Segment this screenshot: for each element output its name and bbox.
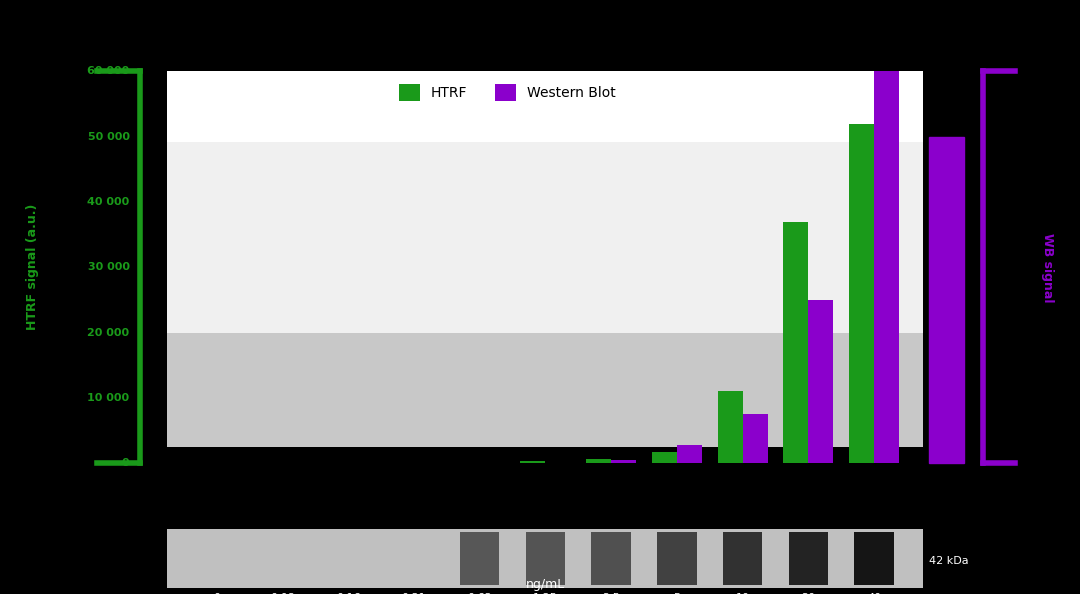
Bar [526,532,565,585]
Bar [783,222,808,463]
Text: 50 000: 50 000 [87,132,130,141]
Bar [723,532,762,585]
Bar [788,532,828,585]
Text: 42 kDa: 42 kDa [929,557,969,566]
Text: 30 000: 30 000 [87,263,130,272]
Bar [167,71,923,142]
Text: 0: 0 [122,459,130,468]
Bar [677,445,702,463]
Bar [167,71,923,333]
Bar [657,532,697,585]
Text: ng/mL: ng/mL [526,578,565,591]
Text: 10 000: 10 000 [87,393,130,403]
Text: 60 000: 60 000 [87,67,130,76]
Text: 40 000: 40 000 [87,197,130,207]
Text: HTRF signal (a.u.): HTRF signal (a.u.) [26,204,39,330]
Bar [460,532,499,585]
Bar [743,415,768,463]
Bar [854,532,894,585]
Bar [874,71,899,463]
Bar [521,462,545,463]
Bar [717,391,743,463]
Bar [849,124,874,463]
Bar [167,333,923,447]
Legend: HTRF, Western Blot: HTRF, Western Blot [393,78,622,106]
Bar [592,532,631,585]
Bar [611,460,636,463]
Bar [586,459,611,463]
Bar [652,451,677,463]
Text: WB signal: WB signal [1041,232,1054,302]
Text: 20 000: 20 000 [87,328,130,337]
Bar [808,300,834,463]
